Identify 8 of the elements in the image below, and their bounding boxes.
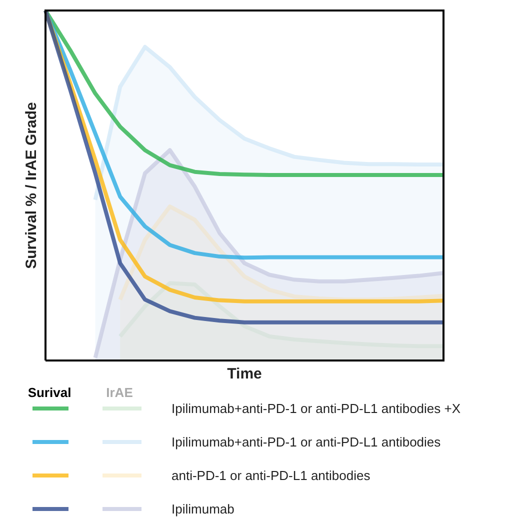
legend-label: Ipilimumab: [172, 502, 234, 516]
legend-label: anti-PD-1 or anti-PD-L1 antibodies: [172, 468, 371, 483]
text: Surival: [28, 385, 72, 400]
legend-label: Ipilimumab+anti-PD-1 or anti-PD-L1 antibodies +X: [172, 401, 461, 416]
text: IrAE: [106, 385, 134, 400]
x-axis-title: Time: [227, 366, 262, 382]
legend-label: Ipilimumab+anti-PD-1 or anti-PD-L1 antibodies: [172, 434, 442, 450]
y-axis-title: Survival % / IrAE Grade: [23, 102, 40, 269]
